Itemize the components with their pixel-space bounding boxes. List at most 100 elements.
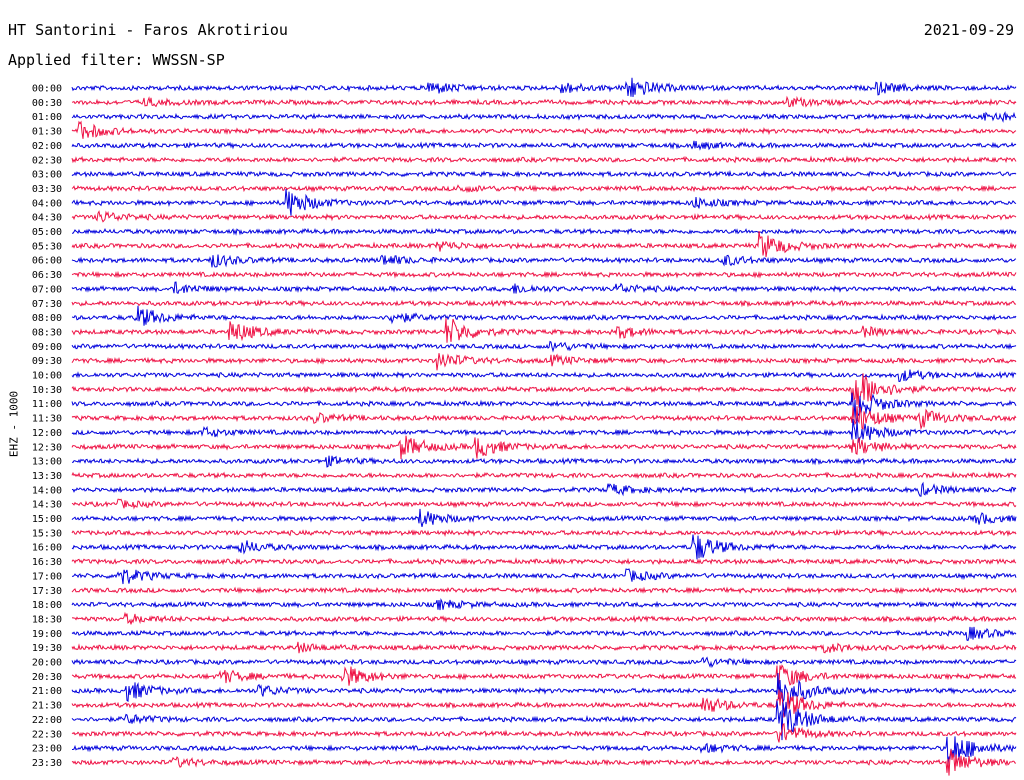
seismic-trace [71,664,1017,689]
trace-time-label: 18:00 [32,600,62,611]
trace-time-label: 21:00 [32,686,62,697]
trace-time-label: 23:30 [32,758,62,769]
seismic-trace [71,689,1017,718]
seismic-trace [71,626,1017,642]
trace-time-label: 06:00 [32,256,62,267]
trace-time-label: 14:00 [32,485,62,496]
seismic-trace [71,722,1017,743]
seismic-trace [71,700,1017,741]
seismic-trace [71,155,1017,164]
seismic-trace [71,435,1017,460]
seismic-trace [72,736,1017,765]
trace-time-label: 18:30 [32,614,62,625]
seismic-trace [71,254,1017,268]
trace-time-label: 02:30 [32,155,62,166]
seismic-trace [71,111,1017,123]
seismic-trace [71,373,1017,408]
trace-time-label: 00:00 [32,84,62,95]
trace-time-label: 15:30 [32,528,62,539]
trace-time-label: 23:00 [32,744,62,755]
seismic-trace [71,369,1017,383]
seismic-trace [71,481,1017,497]
trace-time-label: 22:00 [32,715,62,726]
trace-time-label: 19:00 [32,629,62,640]
trace-time-label: 02:00 [32,141,62,152]
trace-time-label: 01:30 [32,127,62,138]
trace-time-label: 05:30 [32,241,62,252]
trace-time-label: 10:00 [32,371,62,382]
trace-time-label: 10:30 [32,385,62,396]
seismic-trace [71,77,1017,98]
seismic-trace [71,528,1017,538]
seismic-trace [71,406,1017,431]
seismic-trace [71,231,1017,258]
seismic-trace [71,672,1017,706]
trace-time-label: 12:00 [32,428,62,439]
trace-time-label: 08:30 [32,327,62,338]
trace-time-label: 03:30 [32,184,62,195]
seismic-trace [71,95,1017,108]
seismic-trace [71,597,1017,611]
trace-time-label: 16:30 [32,557,62,568]
trace-time-label: 20:00 [32,658,62,669]
seismic-trace [71,471,1017,480]
seismic-trace [71,353,1017,371]
trace-time-label: 05:00 [32,227,62,238]
seismic-trace [71,340,1017,353]
trace-time-label: 13:00 [32,457,62,468]
trace-time-label: 07:30 [32,299,62,310]
trace-time-label: 17:00 [32,571,62,582]
seismic-trace [71,557,1017,566]
seismic-trace [71,270,1017,279]
trace-time-label: 12:30 [32,442,62,453]
seismic-trace [72,227,1017,236]
seismic-trace [71,611,1017,625]
seismic-trace [71,184,1017,194]
seismic-trace [71,656,1017,669]
trace-time-label: 22:30 [32,729,62,740]
trace-time-label: 21:30 [32,701,62,712]
station-title: HT Santorini - Faros Akrotiriou [8,21,288,39]
seismic-trace [71,392,1017,422]
trace-time-label: 01:00 [32,112,62,123]
seismic-trace [71,305,1017,326]
trace-time-label: 19:30 [32,643,62,654]
seismic-trace [71,210,1017,223]
seismic-trace [71,169,1017,179]
seismic-trace [71,498,1017,510]
trace-time-label: 17:30 [32,586,62,597]
trace-time-label: 09:30 [32,356,62,367]
trace-time-label: 08:00 [32,313,62,324]
trace-time-label: 00:30 [32,98,62,109]
seismic-trace [71,749,1017,776]
trace-time-label: 09:00 [32,342,62,353]
applied-filter-label: Applied filter: WWSSN-SP [8,51,225,69]
trace-time-label: 16:00 [32,543,62,554]
trace-time-label: 04:30 [32,213,62,224]
seismic-trace [71,455,1017,468]
trace-time-label: 06:30 [32,270,62,281]
seismic-trace [71,586,1017,595]
trace-time-label: 03:00 [32,170,62,181]
trace-time-label: 15:00 [32,514,62,525]
trace-time-label: 04:00 [32,198,62,209]
seismic-trace [71,140,1017,151]
trace-time-label: 14:30 [32,500,62,511]
seismic-trace [71,641,1017,654]
seismic-trace [71,508,1017,528]
seismic-trace [71,418,1017,443]
trace-time-label: 07:00 [32,284,62,295]
seismic-trace [71,281,1017,295]
trace-time-label: 13:30 [32,471,62,482]
seismic-trace [71,534,1017,560]
trace-time-label: 20:30 [32,672,62,683]
record-date: 2021-09-29 [923,21,1014,39]
seismic-trace [71,318,1017,343]
seismic-trace [71,299,1017,308]
trace-time-label: 11:00 [32,399,62,410]
seismic-trace [71,568,1017,585]
seismic-trace [71,188,1017,216]
seismic-trace [71,120,1017,139]
trace-time-label: 11:30 [32,414,62,425]
